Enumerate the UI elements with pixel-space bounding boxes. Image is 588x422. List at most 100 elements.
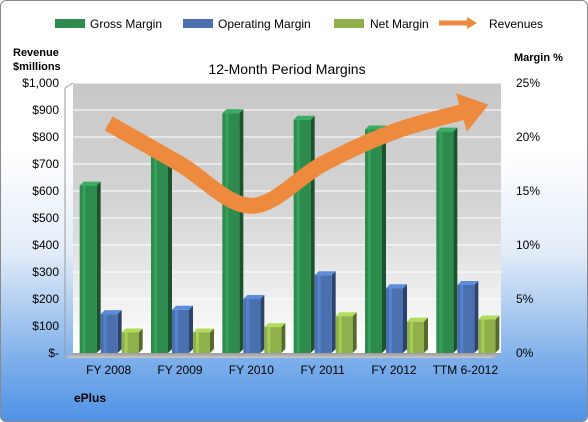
bar-top (193, 328, 214, 333)
bar-side (260, 295, 265, 353)
x-tick-label: FY 2011 (301, 363, 346, 377)
bar-highlight (368, 129, 371, 353)
bar (121, 332, 139, 353)
bar (293, 119, 311, 353)
bar-top (314, 271, 336, 276)
left-tick-label: $900 (32, 103, 59, 117)
left-tick-label: $200 (32, 292, 59, 306)
bar-top (436, 127, 458, 132)
bar-side (403, 284, 407, 353)
bar-highlight (103, 314, 107, 353)
left-axis-label-line1: Revenue (13, 47, 59, 59)
bar (407, 321, 424, 353)
bar-highlight (317, 275, 321, 353)
bar-highlight (460, 284, 464, 353)
bar-highlight (338, 316, 342, 353)
bar-top (293, 115, 315, 120)
bar-highlight (124, 332, 128, 353)
bar-side (310, 115, 315, 353)
left-tick-label: $800 (32, 130, 59, 144)
bar (335, 316, 353, 353)
bar-top (264, 323, 286, 328)
bar-side (331, 271, 336, 353)
bar-top (222, 109, 244, 114)
plot-left-wall-top (64, 82, 74, 89)
bar-top (478, 315, 500, 320)
revenue-line-layer (104, 93, 489, 214)
bar-side (495, 315, 500, 353)
bar (365, 129, 382, 353)
bar-highlight (175, 309, 178, 353)
bar-side (239, 109, 244, 354)
bar-top (407, 317, 428, 322)
bar (222, 113, 240, 354)
x-tick-label: FY 2009 (157, 363, 202, 377)
bar-side (424, 317, 428, 353)
bar-top (79, 181, 101, 186)
left-tick-label: $700 (32, 157, 59, 171)
legend-swatch-gross-margin (55, 19, 85, 28)
bar-highlight (82, 185, 86, 353)
legend-label-revenues: Revenues (489, 17, 543, 31)
bar-top (172, 305, 193, 310)
bar-top (100, 310, 122, 315)
bar-side (210, 328, 214, 353)
left-tick-label: $600 (32, 184, 59, 198)
bar (264, 327, 282, 353)
x-tick-label: TTM 6-2012 (433, 363, 499, 377)
chart-title: 12-Month Period Margins (208, 61, 365, 77)
bar-side (474, 280, 479, 353)
bar-side (382, 125, 386, 353)
right-tick-label: 5% (516, 292, 534, 306)
bar-highlight (439, 131, 443, 353)
bar-highlight (225, 113, 229, 354)
right-tick-label: 25% (516, 76, 540, 90)
right-tick-label: 15% (516, 184, 540, 198)
bar (436, 131, 454, 353)
bar (172, 309, 189, 353)
bar-highlight (246, 299, 250, 353)
right-tick-label: 10% (516, 238, 540, 252)
x-tick-label: FY 2010 (229, 363, 274, 377)
bar-side (352, 312, 357, 353)
bar-side (96, 181, 101, 353)
bar (151, 155, 168, 353)
bar-highlight (154, 155, 157, 353)
right-tick-label: 20% (516, 130, 540, 144)
bar (314, 275, 332, 353)
company-label: ePlus (74, 391, 106, 405)
bar-highlight (296, 119, 300, 353)
legend-label-operating-margin: Operating Margin (218, 17, 311, 31)
revenue-line-arrowhead (456, 93, 489, 132)
bar (386, 288, 403, 353)
legend-swatch-operating-margin (183, 19, 213, 28)
bar-top (243, 295, 265, 299)
bar-highlight (481, 319, 485, 353)
legend-label-net-margin: Net Margin (370, 17, 429, 31)
bar-highlight (196, 332, 199, 353)
bar (100, 314, 118, 353)
legend: Gross Margin Operating Margin Net Margin… (55, 17, 543, 31)
bar (193, 332, 210, 353)
x-tick-label: FY 2008 (86, 363, 131, 377)
axes-layer: $- $100 $200 $300 $400 $500 $600 $700 $800 $900 $1… (22, 76, 540, 377)
left-tick-label: $1,000 (22, 76, 59, 90)
left-tick-label: $500 (32, 211, 59, 225)
plot-floor (65, 353, 501, 358)
right-tick-label: 0% (516, 346, 534, 360)
bar-top (386, 284, 407, 289)
left-tick-label: $300 (32, 265, 59, 279)
bar-side (117, 310, 122, 353)
left-axis-label-line2: $millions (13, 61, 61, 73)
x-tick-label: FY 2012 (371, 363, 416, 377)
bars-layer (79, 109, 500, 354)
bar (457, 284, 475, 353)
bar-highlight (410, 321, 413, 353)
bar (478, 319, 496, 353)
right-axis-label: Margin % (514, 52, 563, 64)
legend-arrowhead-revenues (467, 17, 477, 29)
left-tick-label: $- (48, 346, 59, 360)
bar-top (121, 328, 143, 333)
